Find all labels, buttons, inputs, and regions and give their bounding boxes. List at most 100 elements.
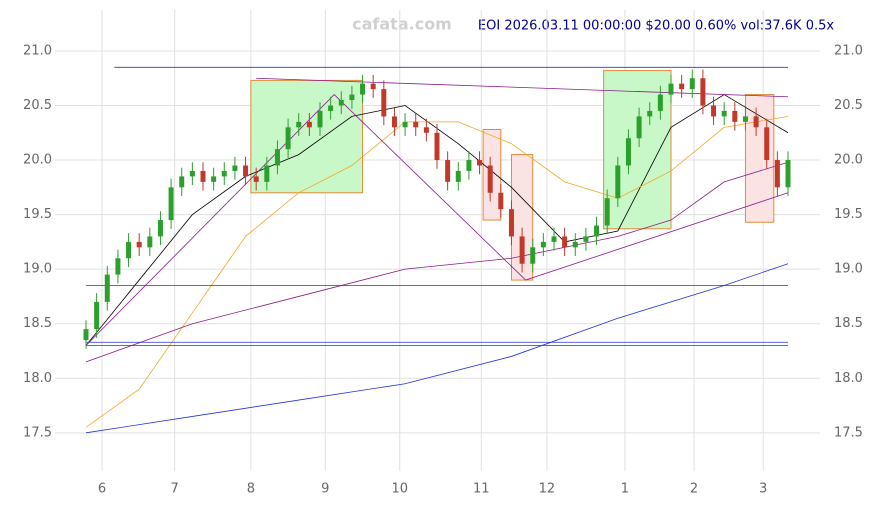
candle-body	[274, 149, 280, 166]
x-tick-label: 2	[690, 482, 698, 497]
candle-body	[477, 160, 483, 166]
y-tick-label-right: 21.0	[834, 43, 863, 58]
candle-body	[721, 110, 727, 117]
candle-body	[126, 241, 132, 259]
x-tick-label: 9	[321, 482, 329, 497]
candle-body	[168, 187, 174, 221]
candle-body	[381, 89, 387, 117]
x-tick-label: 6	[98, 482, 106, 497]
candle-body	[243, 165, 249, 177]
candle-body	[732, 110, 738, 122]
y-tick-label-right: 19.0	[834, 262, 863, 277]
candle-body	[636, 116, 642, 139]
candle-body	[136, 241, 142, 248]
candle-body	[487, 165, 493, 193]
candle-body	[189, 170, 195, 177]
candle-body	[572, 241, 578, 248]
candle-body	[604, 198, 610, 226]
candle-body	[455, 170, 461, 182]
candle-body	[445, 160, 451, 182]
candle-body	[115, 258, 121, 275]
candle-body	[551, 236, 557, 242]
candle-body	[200, 170, 206, 182]
candle-body	[774, 160, 780, 188]
overlay-line	[85, 94, 789, 346]
candle-body	[742, 116, 748, 122]
zone	[744, 94, 775, 223]
candle-body	[615, 165, 621, 199]
candle-body	[668, 83, 674, 95]
candle-body	[679, 83, 685, 90]
overlay-line	[85, 116, 789, 428]
y-tick-label-right: 17.5	[834, 425, 863, 440]
overlay-line	[85, 161, 789, 363]
candle-body	[360, 83, 366, 95]
candle-body	[296, 121, 302, 128]
candle-body	[530, 247, 536, 264]
candle-body	[508, 209, 514, 237]
candle-body	[253, 176, 259, 182]
candle-body	[328, 105, 334, 111]
zone	[603, 70, 672, 230]
x-tick-label: 12	[539, 482, 556, 497]
overlay-line	[85, 94, 789, 346]
x-tick-label: 3	[759, 482, 767, 497]
x-tick-label: 11	[473, 482, 490, 497]
y-tick-label: 19.0	[23, 262, 52, 277]
x-tick-label: 1	[621, 482, 629, 497]
candle-body	[657, 94, 663, 111]
overlay-line	[256, 77, 789, 98]
candle-body	[764, 127, 770, 161]
candle-body	[700, 78, 706, 106]
candle-body	[466, 160, 472, 171]
candle-body	[338, 100, 344, 106]
candle-body	[317, 110, 323, 128]
candle-body	[434, 132, 440, 161]
candle-body	[519, 236, 525, 264]
candle-body	[647, 110, 653, 117]
chart-title: EOI 2026.03.11 00:00:00 $20.00 0.60% vol…	[478, 19, 834, 34]
candle-body	[306, 121, 312, 128]
candle-body	[285, 127, 291, 150]
y-tick-label-right: 18.0	[834, 371, 863, 386]
candle-body	[562, 236, 568, 248]
y-tick-label: 20.0	[23, 153, 52, 168]
candle-body	[583, 236, 589, 242]
y-tick-label-right: 18.5	[834, 316, 863, 331]
candle-body	[625, 138, 631, 166]
candle-body	[498, 192, 504, 210]
y-tick-label: 18.5	[23, 316, 52, 331]
candle-body	[211, 176, 217, 182]
candle-body	[370, 83, 376, 90]
candle-body	[753, 116, 759, 128]
watermark: cafata.com	[352, 15, 452, 34]
y-tick-label: 18.0	[23, 371, 52, 386]
candle-body	[349, 94, 355, 101]
candle-body	[423, 127, 429, 133]
candle-body	[157, 220, 163, 237]
y-tick-label-right: 20.5	[834, 98, 863, 113]
candle-body	[540, 241, 546, 248]
zone	[250, 79, 364, 194]
y-tick-label: 20.5	[23, 98, 52, 113]
candle-body	[179, 176, 185, 188]
candle-body	[104, 274, 110, 302]
candle-body	[232, 165, 238, 171]
y-tick-label: 19.5	[23, 207, 52, 222]
x-tick-label: 10	[391, 482, 408, 497]
y-tick-label-right: 19.5	[834, 207, 863, 222]
candle-body	[147, 236, 153, 248]
candle-body	[264, 165, 270, 182]
y-tick-label: 21.0	[23, 43, 52, 58]
candle-body	[391, 116, 397, 128]
candle-body	[402, 121, 408, 128]
candle-body	[594, 225, 600, 237]
overlay-line	[85, 263, 789, 434]
x-tick-label: 7	[170, 482, 178, 497]
candle-body	[711, 105, 717, 117]
candle-body	[221, 170, 227, 177]
candle-body	[689, 78, 695, 90]
candle-body	[83, 329, 89, 341]
candle-body	[413, 121, 419, 128]
